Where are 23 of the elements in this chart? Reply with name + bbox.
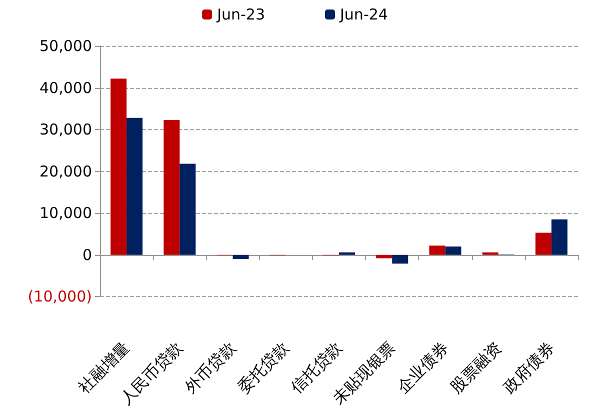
bar — [429, 246, 446, 255]
y-tick-label: 40,000 — [40, 78, 92, 97]
y-tick-label: 0 — [82, 246, 92, 264]
y-tick-label: 50,000 — [40, 37, 92, 55]
bar — [535, 232, 552, 255]
bar — [126, 118, 143, 255]
bar — [339, 252, 355, 255]
bar — [164, 120, 180, 255]
legend-label: Jun-23 — [216, 6, 265, 24]
y-tick-label: 20,000 — [40, 162, 92, 180]
y-tick-label: 30,000 — [40, 120, 92, 139]
bar — [392, 254, 408, 264]
bar — [376, 254, 392, 258]
y-tick-label: 10,000 — [40, 204, 92, 222]
bar — [180, 164, 196, 255]
bar — [232, 254, 249, 260]
x-tick-label: 委托贷款 — [234, 338, 293, 397]
bar — [551, 219, 568, 255]
bar — [445, 246, 462, 255]
bar — [482, 252, 498, 255]
y-tick-label: (10,000) — [28, 288, 92, 306]
legend-label: Jun-24 — [339, 6, 388, 24]
bar — [110, 78, 127, 255]
